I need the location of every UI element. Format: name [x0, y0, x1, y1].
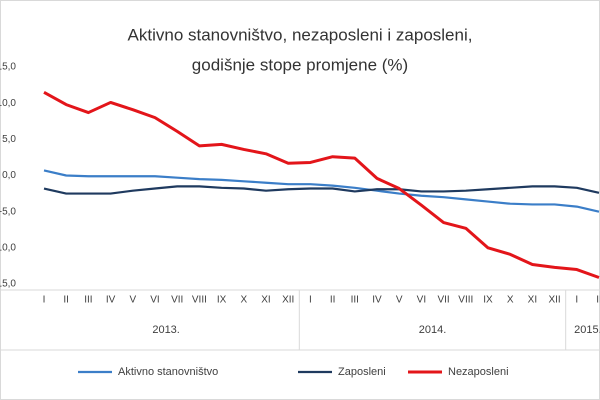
x-tick-label: III: [351, 295, 359, 306]
y-tick-label: 5,0: [2, 134, 16, 145]
y-tick-label: -15,0: [0, 279, 16, 290]
x-tick-label: II: [596, 295, 600, 306]
x-tick-label: VIII: [458, 295, 473, 306]
x-tick-label: XII: [548, 295, 560, 306]
x-tick-label: I: [43, 295, 46, 306]
x-tick-label: XI: [528, 295, 537, 306]
series-line: [43, 185, 600, 195]
x-tick-label: IX: [483, 295, 493, 306]
legend-label: Zaposleni: [338, 366, 386, 378]
x-tick-label: IX: [217, 295, 227, 306]
x-tick-label: II: [330, 295, 336, 306]
x-tick-label: X: [240, 295, 247, 306]
x-tick-label: III: [84, 295, 92, 306]
group-label: 2015.: [574, 324, 600, 336]
chart-title: godišnje stope promjene (%): [192, 55, 408, 74]
y-tick-label: -10,0: [0, 242, 16, 253]
y-tick-label: 0,0: [2, 170, 16, 181]
x-tick-label: X: [507, 295, 514, 306]
x-tick-label: II: [63, 295, 69, 306]
x-tick-label: VI: [417, 295, 426, 306]
legend-label: Aktivno stanovništvo: [118, 366, 218, 378]
y-tick-label: 10,0: [0, 98, 16, 109]
group-label: 2013.: [152, 324, 180, 336]
x-tick-label: VII: [171, 295, 183, 306]
x-tick-label: XI: [261, 295, 270, 306]
x-tick-label: I: [575, 295, 578, 306]
x-tick-label: IV: [372, 295, 382, 306]
group-label: 2014.: [419, 324, 447, 336]
x-tick-label: I: [309, 295, 312, 306]
y-tick-label: -5,0: [0, 206, 16, 217]
x-tick-label: IV: [106, 295, 116, 306]
x-tick-label: VIII: [192, 295, 207, 306]
x-tick-label: VI: [150, 295, 159, 306]
chart-title: Aktivno stanovništvo, nezaposleni i zapo…: [128, 25, 473, 44]
y-tick-label: 15,0: [0, 62, 16, 73]
x-tick-label: V: [129, 295, 136, 306]
legend-label: Nezaposleni: [448, 366, 509, 378]
x-tick-label: XII: [282, 295, 294, 306]
series-line: [43, 169, 600, 213]
series-line: [43, 91, 600, 279]
x-tick-label: VII: [437, 295, 449, 306]
x-tick-label: V: [396, 295, 403, 306]
